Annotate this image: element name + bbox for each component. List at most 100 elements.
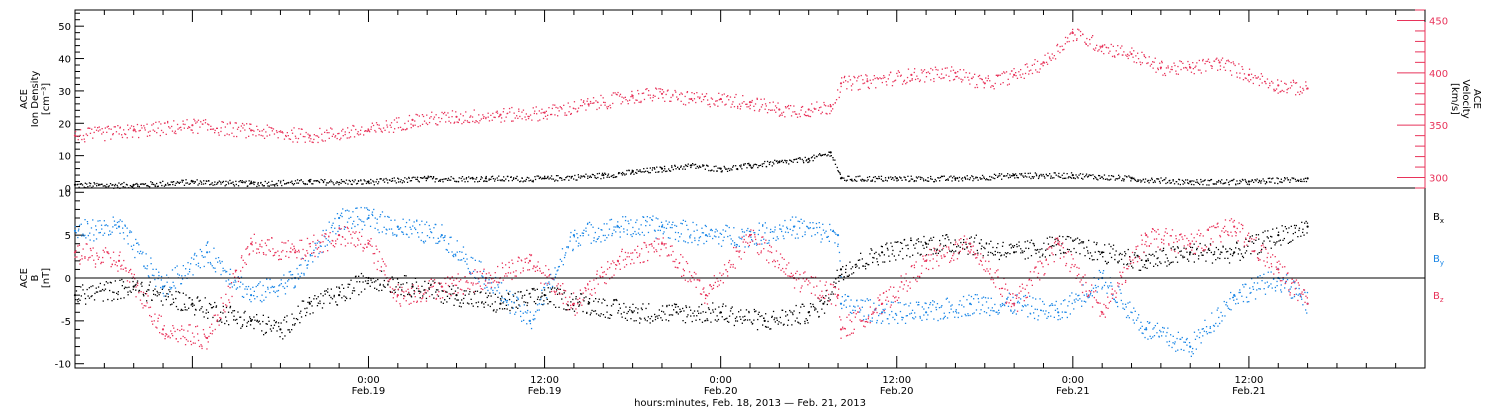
by-point	[708, 233, 710, 235]
velocity-point	[604, 101, 606, 104]
bx-point	[470, 298, 472, 300]
density-point	[958, 180, 960, 182]
density-point	[601, 172, 604, 174]
by-point	[160, 275, 163, 278]
bx-point	[1295, 224, 1297, 227]
bx-point	[432, 280, 434, 282]
bx-point	[1289, 241, 1291, 243]
bx-point	[748, 310, 750, 313]
by-point	[78, 224, 81, 226]
by-point	[640, 224, 642, 226]
bx-point	[278, 325, 280, 328]
velocity-point	[1230, 62, 1232, 64]
bx-point	[612, 303, 614, 305]
velocity-point	[1223, 66, 1225, 68]
bx-point	[740, 318, 742, 320]
velocity-point	[1275, 88, 1278, 90]
bx-point	[910, 239, 913, 242]
density-point	[541, 177, 544, 179]
by-point	[303, 272, 305, 275]
density-point	[646, 167, 648, 169]
by-point	[263, 299, 265, 301]
density-point	[926, 180, 928, 182]
bx-point	[1169, 262, 1171, 264]
bx-point	[180, 308, 183, 311]
bx-point	[534, 289, 536, 291]
velocity-value-mark	[1071, 31, 1074, 35]
bx-point	[630, 318, 632, 320]
velocity-point	[881, 81, 883, 84]
bx-point	[153, 293, 155, 295]
density-point	[231, 182, 233, 184]
density-point	[931, 178, 933, 180]
velocity-point	[324, 140, 326, 142]
by-point	[332, 222, 334, 224]
by-point	[75, 232, 77, 234]
bx-point	[650, 315, 653, 318]
velocity-point	[655, 87, 657, 89]
by-point	[642, 216, 644, 218]
by-point	[329, 241, 331, 243]
velocity-point	[131, 136, 134, 138]
density-point	[290, 181, 292, 183]
density-point	[956, 177, 959, 180]
density-point	[648, 172, 650, 174]
velocity-point	[502, 111, 504, 113]
bx-point	[1188, 260, 1190, 262]
velocity-point	[293, 127, 295, 129]
by-point	[819, 226, 821, 229]
density-point	[1195, 181, 1197, 183]
bx-point	[314, 295, 316, 297]
by-series	[73, 206, 1309, 357]
density-point	[1161, 180, 1164, 182]
velocity-point	[782, 111, 785, 113]
velocity-point	[729, 96, 732, 98]
velocity-point	[956, 75, 958, 78]
density-point	[418, 181, 420, 183]
density-point	[443, 178, 445, 180]
bx-point	[435, 289, 438, 291]
velocity-point	[794, 113, 797, 115]
velocity-point	[192, 132, 194, 134]
velocity-point	[876, 77, 878, 79]
bx-point	[297, 305, 299, 307]
by-point	[852, 309, 854, 311]
velocity-point	[505, 116, 507, 118]
density-point	[1272, 177, 1274, 179]
by-point	[214, 271, 217, 273]
bx-point	[381, 289, 383, 291]
density-point	[704, 168, 706, 170]
velocity-point	[315, 135, 317, 137]
density-point	[968, 179, 971, 181]
bx-point	[442, 302, 444, 304]
bx-point	[714, 308, 717, 310]
by-point	[582, 232, 585, 234]
bx-point	[1241, 255, 1244, 257]
velocity-point	[1161, 62, 1163, 64]
velocity-point	[740, 105, 742, 107]
bx-point	[241, 325, 243, 328]
bx-point	[487, 295, 490, 297]
velocity-point	[1031, 72, 1034, 75]
by-point	[726, 225, 728, 227]
bx-point	[119, 279, 121, 281]
density-point	[614, 176, 616, 178]
density-point	[653, 167, 655, 169]
velocity-point	[310, 138, 312, 140]
velocity-point	[1250, 79, 1252, 81]
velocity-point	[1292, 79, 1294, 81]
density-point	[996, 176, 999, 178]
bx-point	[758, 311, 760, 313]
density-point	[907, 175, 909, 177]
density-point	[421, 177, 424, 179]
bx-point	[233, 315, 235, 317]
velocity-point	[851, 89, 853, 91]
velocity-point	[1041, 63, 1043, 65]
by-point	[743, 231, 746, 233]
velocity-point	[978, 74, 981, 77]
bx-point	[1167, 260, 1169, 262]
bx-point	[154, 294, 157, 296]
bx-point	[1139, 269, 1142, 271]
velocity-point	[746, 106, 748, 108]
bx-point	[517, 291, 519, 293]
